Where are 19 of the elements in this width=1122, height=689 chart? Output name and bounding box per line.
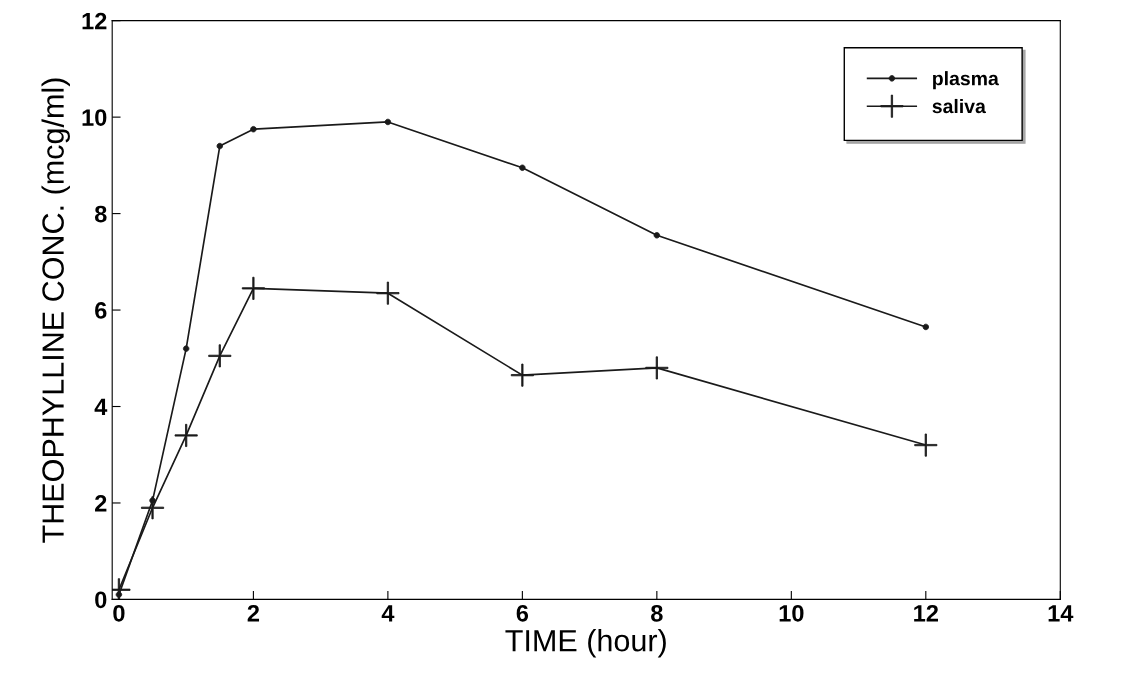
x-tick-label: 4: [381, 605, 395, 622]
y-tick-label: 12: [82, 12, 107, 30]
y-tick-label: 8: [94, 205, 107, 223]
x-tick-label: 10: [779, 604, 804, 622]
x-tick-label: 14: [1048, 605, 1074, 622]
x-tick-label: 12: [914, 604, 938, 622]
y-tick-label: 6: [95, 302, 107, 319]
y-tick-label: 10: [82, 109, 107, 126]
legend-label: saliva: [932, 98, 986, 114]
x-tick-label: 0: [113, 604, 125, 622]
y-tick-label: 4: [94, 398, 108, 416]
y-tick-label: 2: [95, 495, 107, 512]
x-tick-label: 2: [247, 604, 260, 622]
y-tick-label: 0: [95, 591, 107, 609]
x-tick-label: 8: [651, 604, 663, 622]
x-axis-title: TIME (hour): [505, 629, 666, 658]
legend-label: plasma: [933, 71, 999, 90]
y-axis-title: THEOPHYLLINE CONC. (mcg/ml): [41, 78, 70, 543]
x-tick-label: 6: [516, 604, 529, 622]
